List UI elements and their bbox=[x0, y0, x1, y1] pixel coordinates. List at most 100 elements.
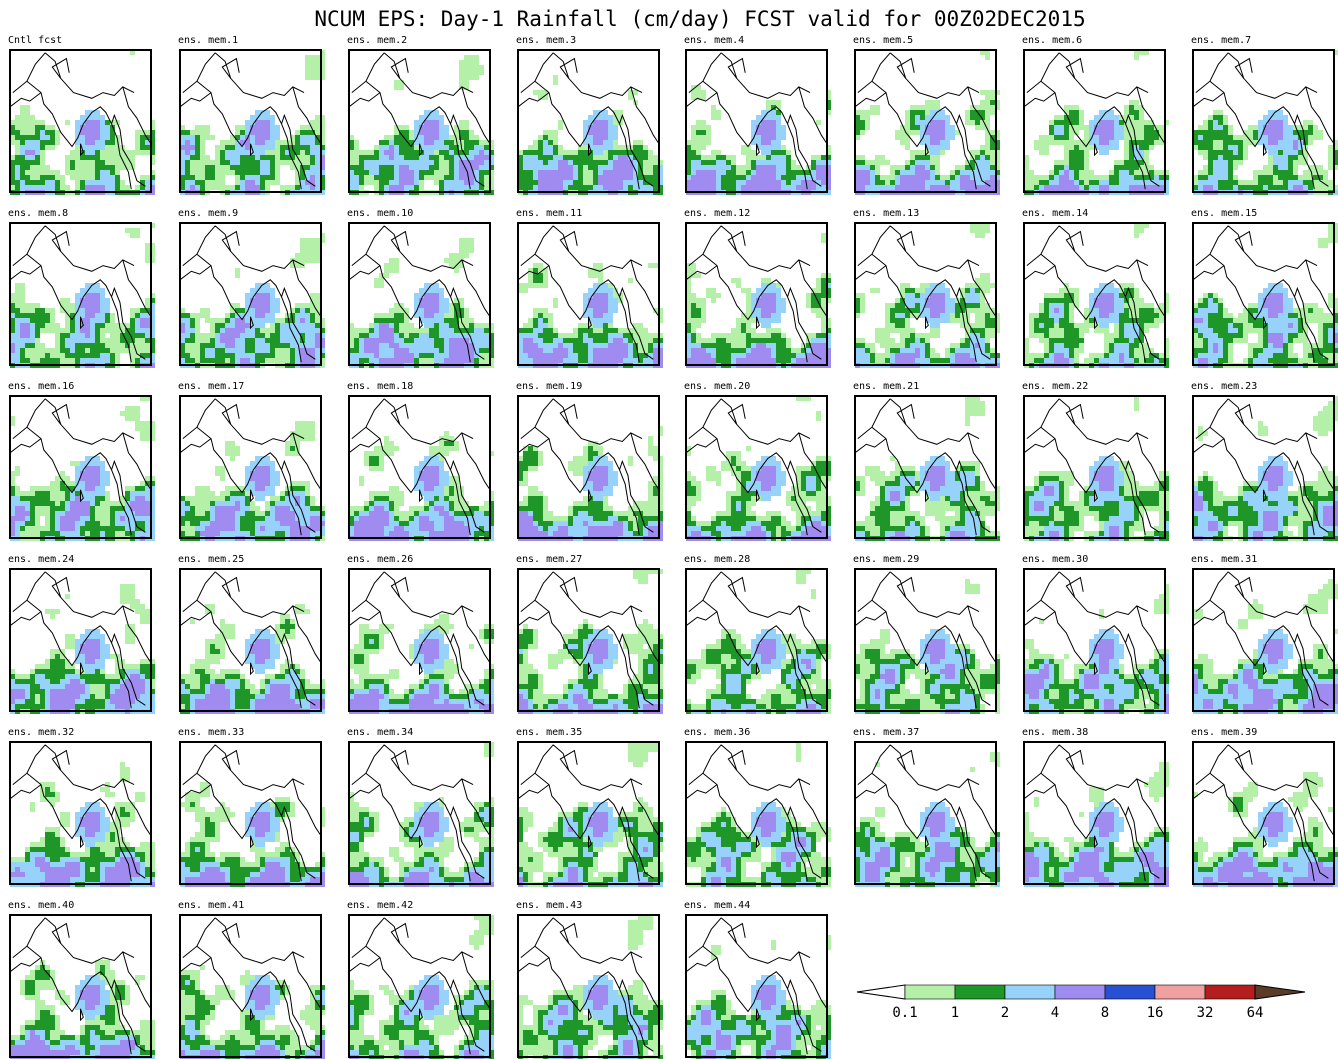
panel-label: ens. mem.25 bbox=[178, 554, 244, 565]
panel-label: ens. mem.15 bbox=[1191, 208, 1257, 219]
panel-label: ens. mem.34 bbox=[347, 727, 413, 738]
panel-label: ens. mem.18 bbox=[347, 381, 413, 392]
panel-label: ens. mem.43 bbox=[516, 900, 582, 911]
map-panel bbox=[518, 396, 663, 541]
panel-label: ens. mem.27 bbox=[516, 554, 582, 565]
panel-label: ens. mem.7 bbox=[1191, 35, 1251, 46]
map-panel bbox=[518, 50, 663, 195]
legend-swatch bbox=[1205, 985, 1255, 999]
map-panel bbox=[686, 915, 831, 1059]
map-panel bbox=[855, 223, 1000, 368]
legend-label: 32 bbox=[1197, 1005, 1214, 1021]
panel-label: ens. mem.9 bbox=[178, 208, 238, 219]
figure: NCUM EPS: Day-1 Rainfall (cm/day) FCST v… bbox=[0, 0, 1338, 1059]
map-panel bbox=[1193, 742, 1338, 887]
map-panel bbox=[1024, 50, 1169, 195]
panel-label: ens. mem.40 bbox=[8, 900, 74, 911]
legend-swatch bbox=[1005, 985, 1055, 999]
map-panel bbox=[686, 742, 831, 887]
panel-label: ens. mem.32 bbox=[8, 727, 74, 738]
map-panel bbox=[10, 569, 155, 714]
panel-label: ens. mem.3 bbox=[516, 35, 576, 46]
legend-label: 4 bbox=[1051, 1005, 1059, 1021]
panel-label: ens. mem.14 bbox=[1022, 208, 1088, 219]
map-panel bbox=[180, 569, 325, 714]
panel-label: ens. mem.8 bbox=[8, 208, 68, 219]
map-panel bbox=[1193, 396, 1338, 541]
panel-label: ens. mem.36 bbox=[684, 727, 750, 738]
panel-label: ens. mem.11 bbox=[516, 208, 582, 219]
panel-label: ens. mem.23 bbox=[1191, 381, 1257, 392]
map-panel bbox=[518, 742, 663, 887]
panel-label: ens. mem.2 bbox=[347, 35, 407, 46]
map-panel bbox=[180, 742, 325, 887]
legend-swatch bbox=[1155, 985, 1205, 999]
map-panel bbox=[1024, 569, 1169, 714]
panel-label: ens. mem.30 bbox=[1022, 554, 1088, 565]
map-panel bbox=[855, 396, 1000, 541]
panel-label: ens. mem.21 bbox=[853, 381, 919, 392]
map-panel bbox=[10, 396, 155, 541]
map-panel bbox=[349, 396, 494, 541]
panel-label: ens. mem.13 bbox=[853, 208, 919, 219]
map-panel bbox=[349, 50, 494, 195]
panel-label: ens. mem.35 bbox=[516, 727, 582, 738]
legend-over bbox=[1255, 985, 1305, 999]
map-panel bbox=[180, 50, 325, 195]
panel-label: ens. mem.10 bbox=[347, 208, 413, 219]
panel-label: ens. mem.6 bbox=[1022, 35, 1082, 46]
panel-label: ens. mem.41 bbox=[178, 900, 244, 911]
map-panel bbox=[855, 569, 1000, 714]
panel-label: ens. mem.26 bbox=[347, 554, 413, 565]
map-panel bbox=[180, 223, 325, 368]
legend-label: 8 bbox=[1101, 1005, 1109, 1021]
map-panel bbox=[1193, 50, 1338, 195]
legend-under bbox=[857, 985, 905, 999]
panel-label: ens. mem.16 bbox=[8, 381, 74, 392]
map-panel bbox=[349, 915, 494, 1059]
map-panel bbox=[10, 742, 155, 887]
map-panel bbox=[1193, 223, 1338, 368]
title: NCUM EPS: Day-1 Rainfall (cm/day) FCST v… bbox=[314, 7, 1085, 31]
panel-label: ens. mem.1 bbox=[178, 35, 238, 46]
map-panel bbox=[686, 50, 831, 195]
map-panel bbox=[349, 742, 494, 887]
legend-swatch bbox=[955, 985, 1005, 999]
panel-label: ens. mem.33 bbox=[178, 727, 244, 738]
panel-label: ens. mem.19 bbox=[516, 381, 582, 392]
map-panel bbox=[1193, 569, 1338, 714]
map-panel bbox=[686, 569, 831, 714]
panel-label: ens. mem.17 bbox=[178, 381, 244, 392]
map-panel bbox=[1024, 396, 1169, 541]
map-panel bbox=[686, 223, 831, 368]
panel-label: ens. mem.4 bbox=[684, 35, 744, 46]
map-panel bbox=[518, 569, 663, 714]
map-panel bbox=[1024, 223, 1169, 368]
map-panel bbox=[1024, 742, 1169, 887]
map-panel bbox=[349, 223, 494, 368]
legend-label: 16 bbox=[1147, 1005, 1164, 1021]
panel-label: ens. mem.31 bbox=[1191, 554, 1257, 565]
panel-label: ens. mem.20 bbox=[684, 381, 750, 392]
legend-label: 64 bbox=[1247, 1005, 1264, 1021]
page: NCUM EPS: Day-1 Rainfall (cm/day) FCST v… bbox=[0, 0, 1338, 1059]
panel-label: ens. mem.28 bbox=[684, 554, 750, 565]
panel-label: ens. mem.37 bbox=[853, 727, 919, 738]
map-panel bbox=[180, 915, 325, 1059]
panel-label: ens. mem.42 bbox=[347, 900, 413, 911]
map-panel bbox=[518, 915, 663, 1059]
panel-label: ens. mem.12 bbox=[684, 208, 750, 219]
panel-label: Cntl fcst bbox=[8, 35, 62, 46]
map-panel bbox=[10, 223, 155, 368]
map-panel bbox=[349, 569, 494, 714]
legend-swatch bbox=[905, 985, 955, 999]
panel-label: ens. mem.44 bbox=[684, 900, 750, 911]
legend-label: 0.1 bbox=[892, 1005, 917, 1021]
map-panel bbox=[855, 742, 1000, 887]
map-panel bbox=[10, 915, 155, 1059]
map-panel bbox=[686, 396, 831, 541]
legend-label: 2 bbox=[1001, 1005, 1009, 1021]
map-panel bbox=[855, 50, 1000, 195]
panel-label: ens. mem.5 bbox=[853, 35, 913, 46]
panel-label: ens. mem.22 bbox=[1022, 381, 1088, 392]
